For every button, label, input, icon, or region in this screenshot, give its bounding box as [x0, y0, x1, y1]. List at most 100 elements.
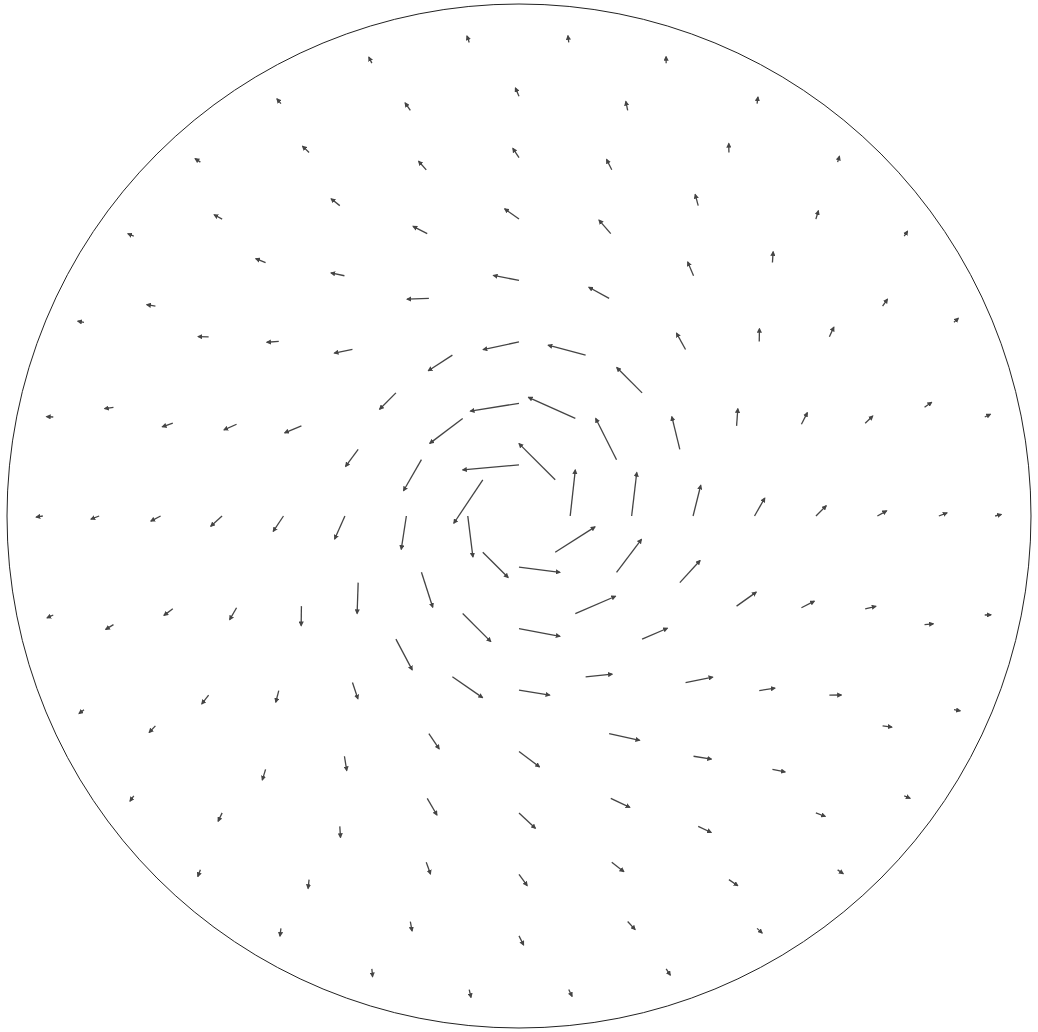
- vector-arrow: [202, 695, 209, 704]
- vector-arrow: [230, 608, 237, 620]
- vector-arrow: [47, 615, 53, 618]
- vector-arrow: [463, 465, 519, 470]
- vector-arrow: [939, 513, 947, 516]
- vector-arrow: [128, 234, 134, 236]
- vector-arrow: [331, 199, 340, 206]
- vector-arrow: [276, 691, 279, 703]
- vector-arrow: [277, 99, 281, 104]
- vector-arrow: [695, 194, 698, 205]
- vector-arrow: [925, 402, 932, 407]
- vector-arrow: [816, 506, 826, 516]
- vector-arrow: [493, 275, 519, 280]
- vector-arrow: [728, 143, 729, 152]
- vector-arrow: [729, 880, 738, 886]
- vector-arrow: [371, 969, 373, 977]
- vector-arrow: [470, 403, 519, 411]
- vector-arrow: [904, 231, 907, 236]
- vector-arrow: [47, 416, 54, 418]
- vector-arrow: [755, 498, 765, 516]
- vector-arrow: [569, 990, 572, 997]
- vector-arrow: [303, 146, 310, 152]
- vector-arrow: [463, 614, 491, 642]
- vector-arrow: [430, 418, 463, 443]
- vector-arrow: [596, 418, 617, 459]
- vector-arrow: [589, 287, 609, 298]
- vector-arrow: [688, 262, 694, 276]
- vector-arrow: [829, 327, 833, 337]
- vector-arrow: [829, 694, 841, 696]
- vector-arrow: [772, 769, 785, 772]
- vector-arrow: [307, 880, 309, 889]
- vector-arrow: [427, 798, 437, 815]
- vector-arrow: [693, 485, 701, 516]
- vector-arrow: [224, 424, 237, 430]
- vector-arrow: [467, 36, 469, 42]
- vector-arrow: [413, 226, 427, 233]
- vector-arrow: [611, 798, 630, 807]
- vector-arrow: [267, 341, 279, 343]
- vector-arrow: [759, 329, 760, 342]
- vector-arrow: [676, 333, 685, 349]
- plot-frame: [7, 4, 1031, 1028]
- vector-arrow: [419, 161, 427, 170]
- vector-arrow: [369, 57, 372, 63]
- vector-arrow: [519, 813, 535, 828]
- vector-arrow: [344, 756, 346, 770]
- vector-arrow: [816, 211, 819, 219]
- vector-arrow: [301, 606, 303, 625]
- vector-arrow: [759, 688, 775, 690]
- vector-arrow: [162, 423, 172, 427]
- vector-arrow: [513, 148, 519, 157]
- vector-arrow: [404, 460, 422, 491]
- vector-arrow: [528, 397, 575, 418]
- vector-arrow: [665, 57, 666, 63]
- vector-arrow: [256, 259, 266, 263]
- vector-arrow: [904, 796, 910, 798]
- vector-arrow: [737, 409, 738, 426]
- vector-arrow: [626, 101, 628, 110]
- vector-arrow: [357, 583, 358, 614]
- vector-arrow: [483, 342, 519, 350]
- vector-arrow: [632, 472, 637, 516]
- vector-arrow: [79, 710, 84, 714]
- vector-arrow: [954, 318, 958, 322]
- vector-arrow: [586, 674, 613, 677]
- vector-arrow: [334, 349, 352, 353]
- vector-arrow: [672, 417, 680, 450]
- vector-arrow: [483, 552, 508, 577]
- vector-arrow: [335, 516, 345, 539]
- vector-arrow: [567, 36, 569, 43]
- vector-arrow: [599, 220, 611, 234]
- vector-arrow: [279, 928, 281, 936]
- vector-arrow: [548, 345, 585, 355]
- vector-arrow: [262, 769, 265, 779]
- vector-arrow: [925, 623, 934, 625]
- vector-arrow: [686, 677, 713, 682]
- vector-arrow: [954, 710, 960, 711]
- vector-arrow: [838, 870, 844, 874]
- vector-arrow: [570, 470, 575, 516]
- vector-arrow: [865, 416, 873, 423]
- vector-arrow: [519, 752, 539, 767]
- vector-arrow: [666, 969, 670, 975]
- vector-arrow: [519, 567, 560, 572]
- vector-arrow: [816, 813, 825, 817]
- vector-arrow: [519, 690, 550, 695]
- vector-arrow: [147, 305, 156, 306]
- vector-arrow: [757, 928, 762, 933]
- vector-arrow: [407, 298, 429, 300]
- vector-arrow: [680, 561, 700, 583]
- vector-arrow: [505, 209, 519, 219]
- vector-arrow: [421, 572, 432, 607]
- vector-arrow: [694, 756, 712, 759]
- vector-arrow: [628, 922, 635, 930]
- vector-arrow: [519, 936, 524, 945]
- vector-arrow: [883, 726, 892, 727]
- arrows: [36, 36, 1001, 998]
- vector-arrow: [756, 97, 758, 104]
- vector-arrow: [401, 516, 406, 549]
- vector-arrow: [883, 299, 888, 306]
- vector-arrow: [642, 628, 667, 639]
- vector-arrow: [218, 813, 222, 821]
- vector-arrow: [617, 539, 642, 572]
